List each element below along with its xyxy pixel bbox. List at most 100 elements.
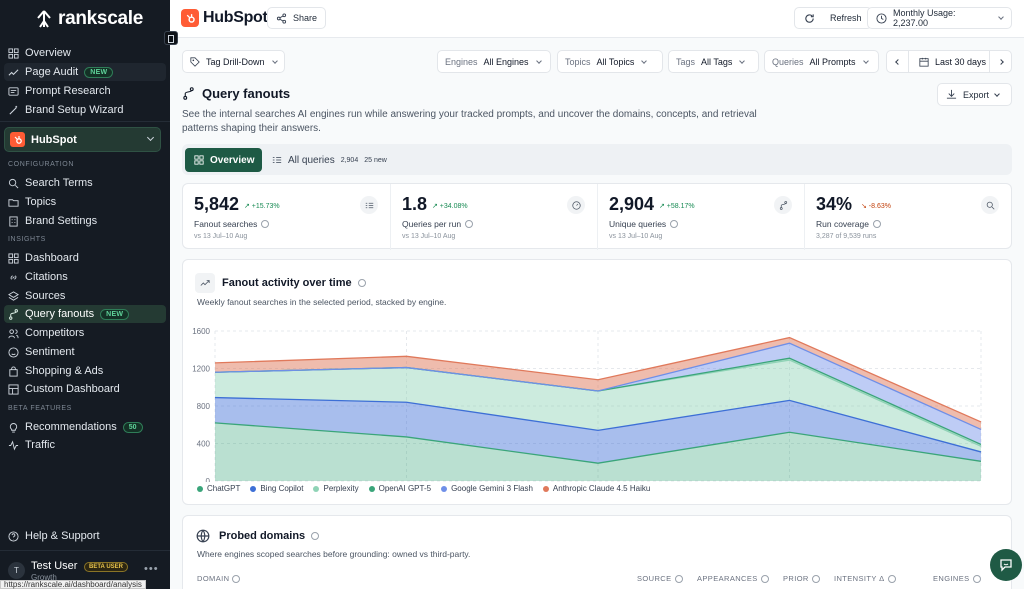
legend-item[interactable]: Google Gemini 3 Flash [441,484,533,493]
legend-item[interactable]: Bing Copilot [250,484,303,493]
legend-item[interactable]: Perplexity [313,484,359,493]
line-chatgpt [214,422,982,464]
kpi-label: Run coverage [816,219,881,229]
main-content: Tag Drill-Down Engines All Engines Topic… [170,38,1024,589]
chart-title: Fanout activity over time [222,277,366,289]
date-range-picker[interactable]: Last 30 days [886,50,1012,73]
legend-item[interactable]: Anthropic Claude 4.5 Haiku [542,484,650,493]
app-logo[interactable]: rankscale [34,8,143,30]
chevron-down-icon [739,57,746,64]
sidebar-item-overview[interactable]: Overview [4,44,166,62]
column-header-engines[interactable]: ENGINES [933,574,981,583]
sidebar-item-recommendations[interactable]: Recommendations 50 [4,418,166,436]
info-icon[interactable] [872,220,881,228]
user-menu[interactable]: T Test User BETA USER Growth ••• [4,557,164,583]
page-title: Query fanouts [182,86,290,101]
search-icon [8,178,19,188]
fanout-area-chart: 040080012001600W33 2026W34 2026W35 2026W… [192,327,982,482]
sidebar-item-dashboard[interactable]: Dashboard [4,249,166,267]
sidebar-item-competitors[interactable]: Competitors [4,324,166,342]
column-header-source[interactable]: SOURCE [637,574,683,583]
sidebar-item-sources[interactable]: Sources [4,287,166,305]
column-header-domain[interactable]: DOMAIN [197,574,241,583]
chevron-down-icon [862,57,869,64]
next-period-button[interactable] [989,51,1011,72]
sidebar-item-shopping-ads[interactable]: Shopping & Ads [4,362,166,380]
legend-swatch [441,485,448,492]
tab-overview[interactable]: Overview [185,148,262,172]
sidebar-item-brand-setup-wizard[interactable]: Brand Setup Wizard [4,101,166,119]
legend-label: Google Gemini 3 Flash [451,484,533,493]
sidebar-item-citations[interactable]: Citations [4,268,166,286]
sidebar-item-search-terms[interactable]: Search Terms [4,174,166,192]
help-support-link[interactable]: Help & Support [4,527,166,545]
legend-label: ChatGPT [207,484,241,493]
share-icon [276,12,287,24]
domains-subtitle: Where engines scoped searches before gro… [197,549,471,559]
chat-icon [1000,559,1012,572]
sidebar-item-query-fanouts[interactable]: Query fanouts NEW [4,305,166,323]
date-range-label: Last 30 days [935,56,987,67]
wand-icon [9,105,18,115]
legend-item[interactable]: ChatGPT [197,484,240,493]
trend-icon [195,273,215,293]
column-header-prior[interactable]: PRIOR [783,574,820,583]
info-icon [887,574,896,583]
info-icon[interactable] [465,220,474,228]
export-button[interactable]: Export [937,83,1012,106]
tag-drill-down-button[interactable]: Tag Drill-Down [182,50,285,73]
topics-filter[interactable]: Topics All Topics [557,50,663,73]
count-badge: 50 [122,421,143,433]
column-header-intensity[interactable]: INTENSITY Δ [834,574,896,583]
users-icon [8,328,19,338]
legend-item[interactable]: OpenAI GPT-5 [368,484,432,493]
dashboard-icon [8,252,19,264]
queries-filter[interactable]: Queries All Prompts [764,50,879,73]
kpi-row: 5,842 ↗ +15.73% Fanout searches vs 13 Ju… [182,183,1012,250]
sidebar-item-label: Sentiment [25,346,75,358]
engines-filter[interactable]: Engines All Engines [437,50,551,73]
sidebar-item-sentiment[interactable]: Sentiment [4,343,166,361]
monthly-usage-button[interactable]: Monthly Usage: 2,237.00 [867,7,1012,29]
export-label: Export [963,89,990,100]
refresh-button[interactable]: Refresh [794,7,872,29]
chat-support-button[interactable] [990,549,1022,581]
sidebar-item-brand-settings[interactable]: Brand Settings [4,212,166,230]
filter-value: All Engines [483,56,529,67]
info-icon[interactable] [357,279,366,287]
sidebar-item-page-audit[interactable]: Page Audit NEW [4,63,166,81]
sidebar-divider [0,121,170,122]
trend-icon [8,68,19,76]
line-bing-copilot [214,396,982,453]
kpi-fanout-searches: 5,842 ↗ +15.73% Fanout searches vs 13 Ju… [183,184,390,250]
sidebar-item-label: Custom Dashboard [25,383,120,395]
info-icon[interactable] [261,220,270,228]
sidebar-item-label: Topics [25,196,57,208]
more-icon[interactable]: ••• [144,563,159,575]
sidebar-item-prompt-research[interactable]: Prompt Research [4,82,166,100]
filter-label: Queries [772,56,804,67]
sidebar-item-traffic[interactable]: Traffic [4,436,166,454]
sidebar-item-label: Competitors [25,327,85,339]
chevron-down-icon [994,90,1000,97]
chart-title-text: Fanout activity over time [222,277,352,289]
info-icon[interactable] [670,220,679,228]
share-button[interactable]: Share [267,7,327,29]
chevron-right-icon [997,58,1004,65]
tags-filter[interactable]: Tags All Tags [668,50,759,73]
info-icon[interactable] [311,532,320,540]
kpi-label: Unique queries [609,219,679,229]
brand-selector[interactable]: HubSpot [4,127,161,152]
tag-drill-down-label: Tag Drill-Down [206,56,265,67]
sidebar-collapse-button[interactable] [164,31,178,45]
tab-all-queries[interactable]: All queries 2,904 25 new [272,148,387,172]
column-label: INTENSITY Δ [834,574,885,583]
gauge-icon [567,196,585,214]
sidebar-item-custom-dashboard[interactable]: Custom Dashboard [4,380,166,398]
sidebar-item-topics[interactable]: Topics [4,193,166,211]
column-header-appearances[interactable]: APPEARANCES [697,574,769,583]
legend-label: OpenAI GPT-5 [378,484,432,493]
y-tick-label: 0 [206,477,211,482]
previous-period-button[interactable] [887,51,909,72]
legend-label: Perplexity [323,484,359,493]
